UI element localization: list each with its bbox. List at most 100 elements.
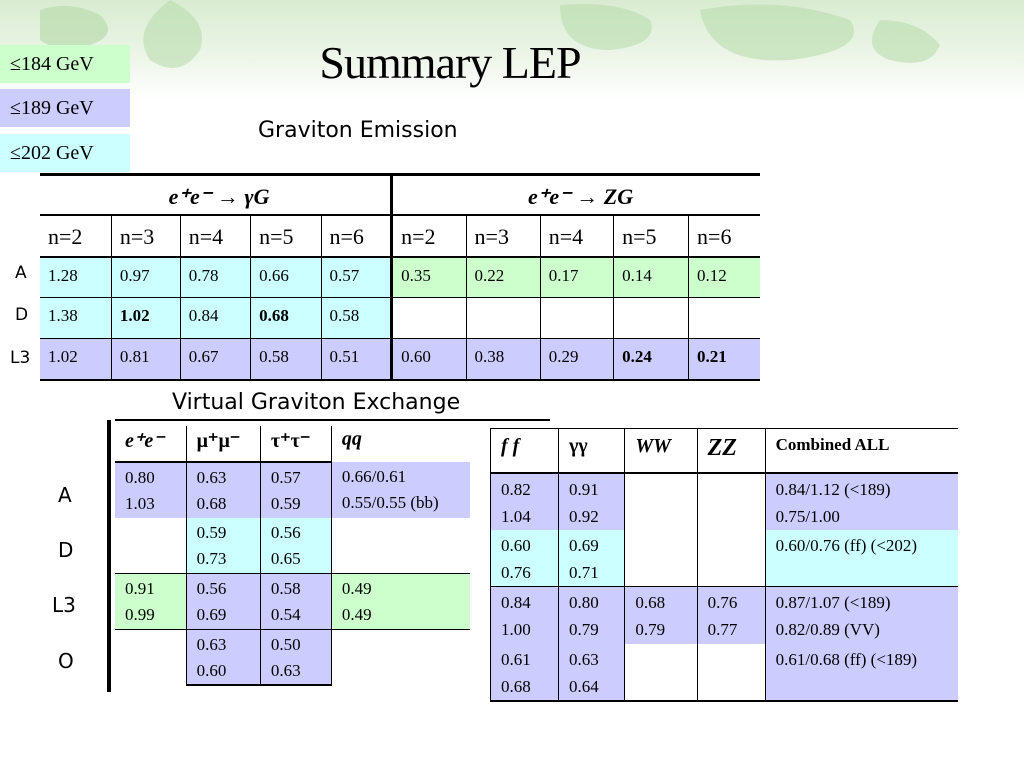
cell-text: 0.49 0.49 (341, 578, 372, 624)
table-cell: 1.02 (40, 338, 112, 380)
table-cell: 0.21 (688, 338, 760, 380)
row-label-l3: L3 (10, 348, 31, 368)
row-label-d: D (58, 538, 74, 562)
table-cell (331, 629, 470, 685)
cell-text: 0.60/0.76 (ff) (<202) (775, 535, 918, 555)
table-cell: 0.63 0.60 (186, 629, 261, 686)
table-cell: 0.68 (250, 297, 322, 339)
col-header: γγ (558, 428, 626, 474)
cell-text: 0.59 0.73 (196, 523, 227, 568)
table-cell: 0.68 0.79 (624, 586, 698, 644)
table-cell (613, 297, 690, 339)
table-cell (697, 643, 766, 701)
table-cell: 0.82 1.04 (490, 472, 559, 530)
row-label-o: O (58, 649, 74, 673)
group-z-g: e⁺e⁻ → ZG (528, 184, 634, 209)
table-cell (624, 643, 698, 701)
col-header: n=5 (250, 214, 322, 257)
table-cell (624, 472, 698, 530)
table-cell: 0.60/0.76 (ff) (<202) (765, 529, 958, 587)
table-cell: 0.60 0.76 (490, 529, 559, 587)
table-cell: 0.91 0.99 (115, 573, 187, 629)
table-cell: 0.97 (111, 256, 181, 298)
table-cell (697, 472, 766, 530)
table-cell: 0.60 (391, 338, 467, 380)
legend-202: ≤202 GeV (0, 134, 130, 172)
cell-text: 0.91 0.92 (568, 479, 599, 526)
table-cell: 0.84 1.00 (490, 586, 559, 644)
graviton-emission-title: Graviton Emission (258, 118, 458, 143)
table-cell (115, 629, 187, 685)
col-header: n=3 (466, 214, 541, 257)
table-cell: 0.56 0.65 (260, 518, 332, 573)
table-cell: 0.58 (321, 297, 394, 339)
table-cell: 0.78 (180, 256, 252, 298)
table-cell (689, 298, 760, 339)
table-cell: 0.56 0.69 (186, 573, 261, 629)
col-header: f f (490, 428, 559, 474)
table-cell: 0.63 0.68 (186, 462, 261, 518)
cell-text: 0.87/1.07 (<189) 0.82/0.89 (VV) (775, 593, 891, 639)
table-cell: 0.76 0.77 (697, 586, 766, 644)
cell-text: 0.80 0.79 (568, 593, 599, 639)
legend-184: ≤184 GeV (0, 45, 130, 83)
table-cell: 0.14 (613, 256, 690, 298)
cell-text: 0.66/0.61 0.55/0.55 (bb) (341, 467, 439, 512)
cell-text: 0.68 0.79 (635, 593, 666, 639)
legend-189: ≤189 GeV (0, 89, 130, 127)
virtual-exchange-title: Virtual Graviton Exchange (172, 390, 461, 415)
table-cell: 0.66/0.61 0.55/0.55 (bb) (331, 462, 470, 518)
cell-text: 0.63 0.68 (196, 468, 227, 513)
col-header: n=4 (540, 214, 615, 257)
row-label-a: A (15, 263, 27, 283)
cell-text: 0.63 0.60 (196, 634, 227, 680)
table-cell: 0.80 0.79 (558, 586, 626, 644)
table-cell: 0.59 0.73 (186, 518, 261, 573)
table-cell (624, 529, 698, 587)
table-cell: 1.38 (40, 297, 112, 339)
col-header: n=6 (697, 223, 732, 249)
table-cell: 0.61 0.68 (490, 643, 559, 701)
cell-text: 0.63 0.64 (568, 649, 599, 696)
row-label-a: A (58, 483, 72, 507)
table-cell: 0.29 (540, 338, 615, 380)
world-map-banner (0, 0, 1024, 100)
table-cell: 0.91 0.92 (558, 472, 626, 530)
cell-text: 0.82 1.04 (501, 479, 531, 526)
table-cell: 0.67 (180, 338, 252, 380)
cell-text: 0.84/1.12 (<189) 0.75/1.00 (775, 479, 891, 526)
table-cell: 0.61/0.68 (ff) (<189) (765, 643, 958, 701)
table-cell: 0.81 (111, 338, 181, 380)
table-cell: 0.51 (321, 338, 394, 380)
table-cell: 0.24 (613, 338, 690, 380)
divider (107, 420, 111, 692)
virtual-exchange-table: e⁺e⁻ μ⁺μ⁻ τ⁺τ⁻ qq 0.80 1.03 0.63 0.68 0.… (115, 426, 470, 686)
table-cell (540, 297, 615, 339)
cell-text: 0.84 1.00 (501, 593, 531, 639)
cell-text: 0.80 1.03 (125, 468, 155, 513)
table-cell (697, 529, 766, 587)
col-header: τ⁺τ⁻ (260, 426, 332, 463)
table-cell: 0.38 (466, 338, 541, 380)
cell-text: 0.50 0.63 (270, 634, 301, 680)
table-cell (331, 518, 470, 573)
graviton-emission-table: e⁺e⁻ → γG e⁺e⁻ → ZG n=2 n=3 n=4 n=5 n=6 … (40, 173, 760, 381)
col-header: ZZ (697, 428, 766, 474)
table-cell: 0.84 (180, 297, 252, 339)
table-cell: 1.28 (40, 256, 112, 298)
cell-text: 0.61/0.68 (ff) (<189) (775, 649, 918, 669)
table-cell (391, 297, 467, 339)
col-header: n=2 (40, 214, 112, 257)
table-cell: 0.22 (466, 256, 541, 298)
table-cell (115, 518, 187, 573)
cell-text: 0.56 0.69 (196, 578, 227, 624)
table-cell: 0.66 (250, 256, 322, 298)
table-cell: 0.12 (688, 256, 760, 298)
table-cell: 0.87/1.07 (<189) 0.82/0.89 (VV) (765, 586, 958, 644)
col-header: n=2 (391, 214, 467, 257)
cell-text: 0.61 0.68 (501, 649, 531, 696)
table-cell: 0.35 (391, 256, 467, 298)
table-cell: 0.57 0.59 (260, 462, 332, 518)
table-cell: 0.63 0.64 (558, 643, 626, 701)
cell-text: 0.58 0.54 (270, 578, 301, 624)
